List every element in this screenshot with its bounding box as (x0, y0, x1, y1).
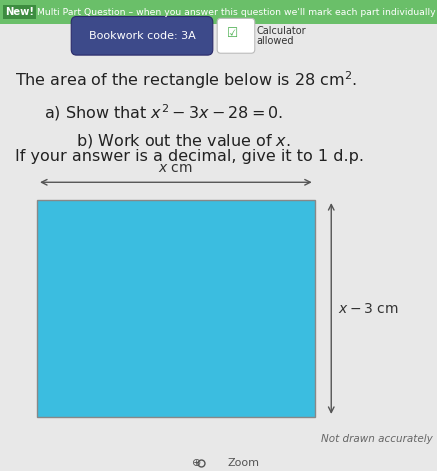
FancyBboxPatch shape (37, 200, 315, 417)
Text: New!: New! (5, 7, 34, 17)
Text: $x - 3$ cm: $x - 3$ cm (338, 301, 399, 316)
Text: a) Show that $x^2 - 3x - 28 = 0$.: a) Show that $x^2 - 3x - 28 = 0$. (44, 103, 283, 123)
Text: Not drawn accurately: Not drawn accurately (321, 434, 433, 444)
Text: ☑: ☑ (227, 27, 238, 40)
Text: ⊕: ⊕ (192, 457, 201, 468)
Text: allowed: allowed (257, 36, 294, 46)
FancyBboxPatch shape (217, 18, 255, 53)
Text: $x$ cm: $x$ cm (159, 161, 193, 175)
Text: Bookwork code: 3A: Bookwork code: 3A (89, 31, 195, 41)
Text: The area of the rectangle below is 28 cm$^2$.: The area of the rectangle below is 28 cm… (15, 69, 357, 91)
Text: b) Work out the value of $x$.: b) Work out the value of $x$. (76, 132, 291, 150)
FancyBboxPatch shape (71, 16, 213, 55)
Text: Multi Part Question – when you answer this question we'll mark each part individ: Multi Part Question – when you answer th… (37, 8, 436, 17)
FancyBboxPatch shape (0, 0, 437, 24)
Text: If your answer is a decimal, give it to 1 d.p.: If your answer is a decimal, give it to … (15, 149, 364, 164)
Text: Zoom: Zoom (227, 457, 259, 468)
Text: Calculator: Calculator (257, 26, 306, 36)
